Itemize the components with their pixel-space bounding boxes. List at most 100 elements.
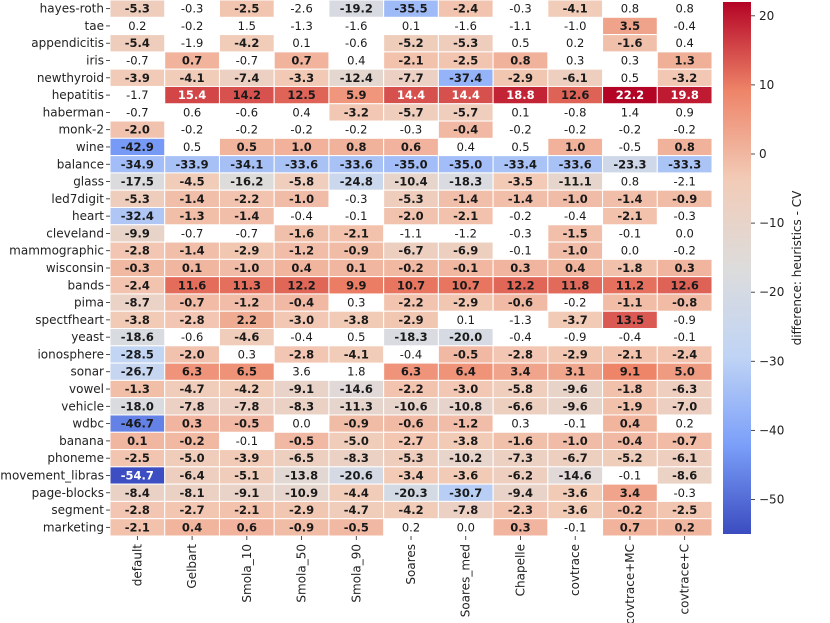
- cell-value: -0.5: [344, 520, 369, 534]
- cell-value: -0.3: [509, 2, 531, 16]
- cell-value: -4.2: [234, 36, 259, 50]
- column-label: Soares_med: [459, 544, 473, 617]
- cell-value: -2.0: [180, 347, 205, 361]
- cell-value: -9.9: [125, 226, 150, 240]
- cell-value: 3.4: [620, 486, 640, 500]
- cell-value: -4.7: [180, 382, 205, 396]
- cell-value: -11.1: [559, 175, 592, 189]
- cell-value: -10.6: [394, 399, 427, 413]
- heatmap-cell: [437, 206, 494, 226]
- cell-value: -2.1: [234, 503, 259, 517]
- cell-value: -23.3: [613, 157, 646, 171]
- row-label: mammographic: [9, 244, 104, 258]
- cell-value: -6.4: [180, 468, 205, 482]
- cell-value: -11.3: [340, 399, 373, 413]
- cell-value: 0.6: [401, 140, 421, 154]
- cell-value: -4.6: [234, 330, 259, 344]
- cell-value: -0.1: [673, 330, 695, 344]
- cell-value: -3.8: [453, 434, 478, 448]
- column-label: covtrace+MC: [623, 544, 637, 623]
- cell-value: -5.0: [180, 451, 205, 465]
- cell-value: 0.9: [676, 105, 694, 119]
- column-label: Smola_10: [240, 544, 254, 603]
- colorbar-tick-label: −20: [759, 285, 784, 299]
- cell-value: -3.4: [398, 468, 423, 482]
- cell-value: 0.7: [182, 54, 202, 68]
- cell-value: -2.4: [672, 347, 697, 361]
- cell-value: -5.3: [398, 451, 423, 465]
- heatmap-cell: [218, 206, 275, 226]
- cell-value: -34.9: [121, 157, 154, 171]
- cell-value: 0.3: [674, 261, 694, 275]
- cell-value: -2.7: [180, 503, 205, 517]
- row-label: vowel: [69, 382, 104, 396]
- cell-value: -3.0: [453, 382, 478, 396]
- cell-value: -2.9: [563, 347, 588, 361]
- row-label: monk-2: [58, 123, 104, 137]
- cell-value: -0.1: [453, 261, 478, 275]
- cell-value: -5.3: [125, 2, 150, 16]
- row-label: pima: [74, 296, 104, 310]
- cell-value: 9.1: [620, 365, 640, 379]
- cell-value: -0.9: [344, 244, 369, 258]
- cell-value: 0.7: [620, 520, 640, 534]
- cell-value: -2.5: [453, 54, 478, 68]
- cell-value: 0.4: [182, 520, 202, 534]
- cell-value: -0.2: [617, 503, 642, 517]
- cell-value: 2.2: [237, 313, 257, 327]
- cell-value: 0.3: [621, 54, 639, 68]
- cell-value: -12.4: [340, 71, 373, 85]
- cell-value: -2.8: [180, 313, 205, 327]
- cell-value: -0.3: [181, 2, 203, 16]
- cell-value: 11.6: [178, 278, 206, 292]
- cell-value: -0.3: [509, 226, 531, 240]
- cell-value: 12.2: [506, 278, 534, 292]
- cell-value: -19.2: [340, 2, 373, 16]
- cell-value: 0.8: [346, 140, 366, 154]
- cell-value: -1.3: [290, 19, 312, 33]
- cell-value: 0.6: [237, 520, 257, 534]
- cell-value: -2.7: [398, 434, 423, 448]
- cell-value: -32.4: [121, 209, 154, 223]
- cell-value: -0.2: [564, 296, 586, 310]
- cell-value: -4.7: [344, 503, 369, 517]
- cell-value: -1.8: [617, 261, 642, 275]
- cell-value: -2.4: [125, 278, 150, 292]
- cell-value: -0.4: [453, 123, 478, 137]
- cell-value: -33.6: [559, 157, 592, 171]
- cell-value: -3.6: [563, 503, 588, 517]
- cell-value: -2.9: [234, 244, 259, 258]
- cell-value: -0.1: [509, 244, 531, 258]
- row-label: haberman: [43, 105, 104, 119]
- cell-value: -4.2: [398, 503, 423, 517]
- cell-value: -0.2: [290, 123, 312, 137]
- heatmap-cell: [218, 34, 275, 53]
- cell-value: -4.5: [180, 175, 205, 189]
- cell-value: -6.2: [508, 468, 533, 482]
- cell-value: -6.1: [563, 71, 588, 85]
- cell-value: -0.9: [672, 192, 697, 206]
- heatmap-cell: [602, 34, 658, 53]
- cell-value: 0.3: [510, 261, 530, 275]
- cell-value: -2.8: [508, 347, 533, 361]
- cell-value: -3.5: [508, 175, 533, 189]
- cell-value: -5.8: [289, 175, 314, 189]
- cell-value: -3.2: [344, 105, 369, 119]
- column-label: Chapelle: [513, 544, 527, 596]
- colorbar-tick-label: −50: [759, 492, 784, 506]
- row-label: phoneme: [47, 451, 104, 465]
- cell-value: -1.6: [289, 226, 314, 240]
- row-label: balance: [57, 157, 104, 171]
- cell-value: 12.2: [287, 278, 315, 292]
- cell-value: -3.8: [344, 313, 369, 327]
- row-label: bands: [68, 278, 104, 292]
- cell-value: -35.0: [449, 157, 482, 171]
- cell-value: -0.2: [619, 123, 641, 137]
- cell-value: -2.9: [453, 296, 478, 310]
- cell-value: -18.3: [394, 330, 427, 344]
- cell-value: 0.4: [291, 261, 311, 275]
- cell-value: -0.7: [180, 296, 205, 310]
- row-label: tae: [85, 19, 104, 33]
- cell-value: -7.3: [508, 451, 533, 465]
- cell-value: -10.2: [449, 451, 482, 465]
